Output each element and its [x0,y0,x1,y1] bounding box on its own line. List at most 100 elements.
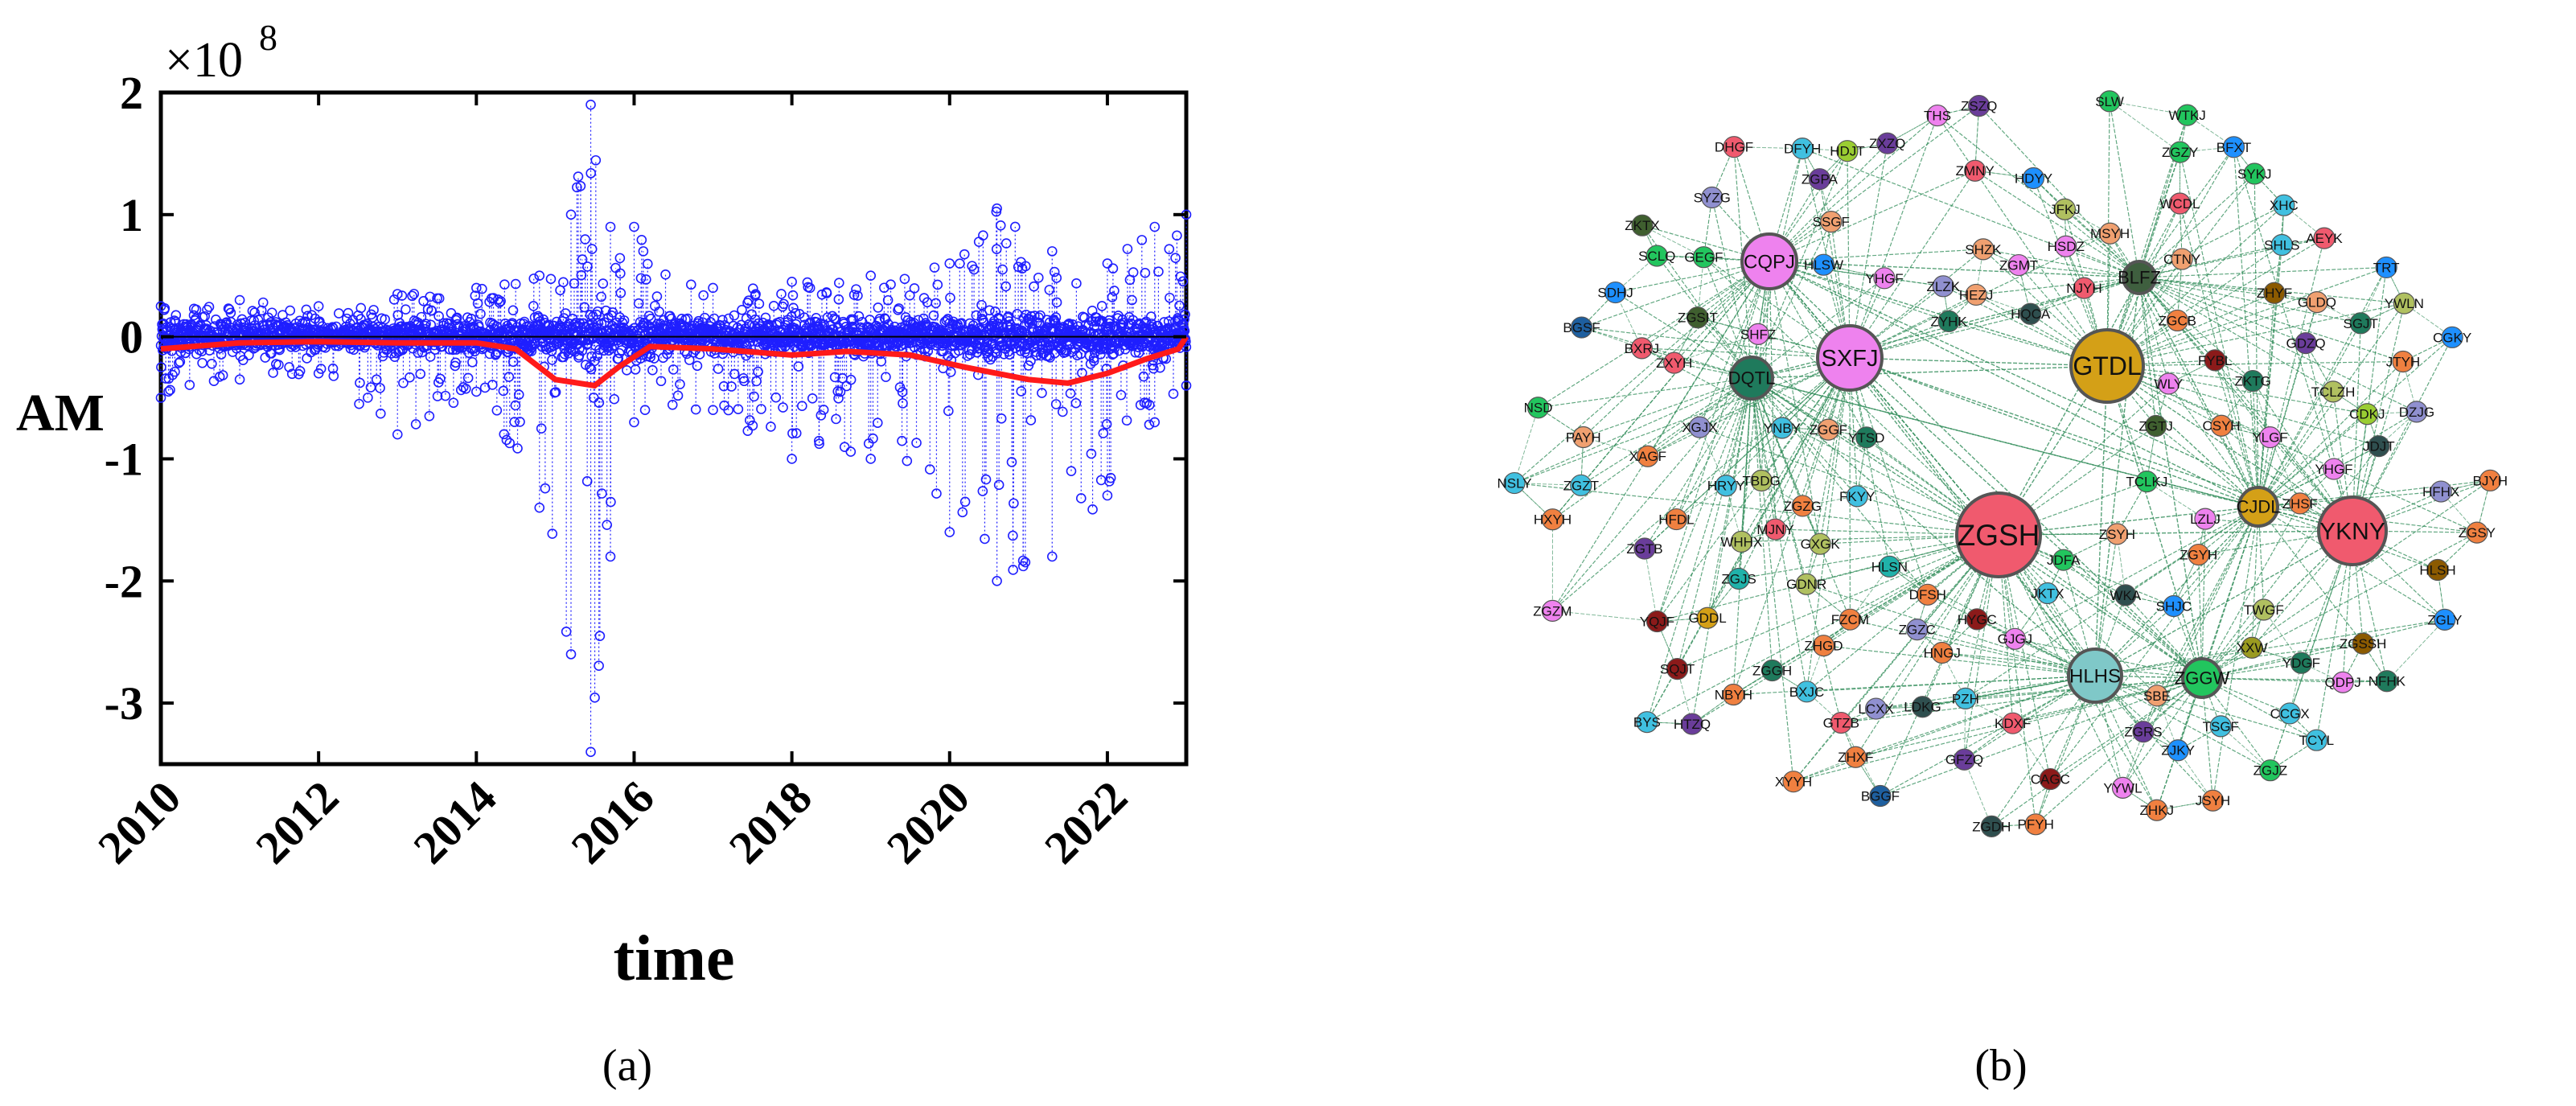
data-point [756,404,766,414]
network-node: DZJG [2399,401,2434,423]
data-point [586,244,598,254]
network-node: ZGTJ [2138,414,2173,438]
data-point [1005,349,1015,360]
data-point [615,268,626,279]
network-edge [2106,146,2235,367]
data-point [165,384,175,396]
data-point [499,279,510,290]
data-point [833,393,844,404]
data-point [853,290,863,301]
node-label: ZGSSH [2340,636,2387,652]
node-circle [2052,549,2075,571]
data-point [1085,359,1096,369]
data-point [171,310,182,321]
network-edge [2035,677,2203,825]
data-point [682,313,693,324]
node-label: GJGJ [1998,631,2032,647]
node-label: HLSH [2419,562,2455,578]
network-edge [1674,333,1759,364]
network-edge [1769,261,2108,367]
network-node: YLGF [2252,426,2288,449]
network-node: FZCM [1831,608,1869,631]
network-edge [1998,534,2175,607]
node-label: BFXT [2217,140,2251,155]
node-label: TCYL [2299,733,2334,748]
network-edge [1769,105,1980,262]
network-node: TWGF [2244,598,2284,621]
node-circle [2098,90,2121,113]
network-edge [2018,264,2140,278]
network-node: CCGX [2270,702,2310,725]
network-edge [2258,293,2275,508]
node-label: YYWL [2103,780,2142,796]
network-edge [1703,197,1713,257]
data-point [945,292,955,303]
network-edge [1707,357,1851,619]
network-edge [2201,446,2380,679]
network-edge [2106,277,2140,367]
data-point [507,305,519,316]
data-point [845,446,857,457]
node-circle [1631,214,1654,236]
network-edge [2094,365,2108,676]
network-edge [1991,675,2096,827]
network-edge [1691,377,1752,725]
data-point [175,356,186,368]
network-node: NFHK [2369,670,2406,693]
panel-label-b: (b) [1974,1041,2027,1091]
network-edge [2138,277,2253,382]
data-point [244,350,254,360]
node-label: ZGJS [1721,571,1756,586]
node-label: GDZQ [2286,336,2325,352]
network-edge [2352,267,2387,532]
data-point [902,455,913,467]
data-point [1017,555,1029,566]
network-node: ZGSSH [2340,632,2387,655]
network-edge [1769,261,1999,536]
node-label: MSYH [2090,226,2130,241]
data-point [398,377,409,389]
network-edge [1514,357,1851,484]
data-point [787,454,797,464]
data-point [592,351,602,361]
network-node: WCDL [2159,192,2200,215]
node-label: BGSF [1563,320,1600,335]
network-edge [1711,197,1752,379]
data-point [1006,457,1017,467]
network-node: HDYY [2015,167,2052,190]
data-point [450,360,461,372]
node-circle [1633,537,1656,560]
data-point [1138,371,1149,382]
network-edge [2352,530,2388,681]
node-label: YHGF [2315,462,2352,477]
network-edge [2138,277,2318,303]
data-point [363,393,373,403]
network-node: YHGF [2315,458,2353,480]
data-point [425,291,435,302]
data-point [376,408,386,419]
data-point [779,298,789,310]
data-point [590,693,600,703]
y-tick-label: -3 [105,677,143,730]
data-point [943,405,954,417]
node-label: HYGC [1958,612,1997,627]
network-edge [1991,677,2203,827]
node-circle [2270,233,2293,257]
node-label: DQTL [1728,368,1776,389]
data-point [432,391,443,401]
network-edge [1850,619,2096,676]
network-node: ZXYH [1656,352,1692,374]
node-label: YTSD [1848,430,1884,446]
node-label: ZKTG [2235,374,2271,389]
data-point [487,380,498,390]
data-point [410,419,421,430]
data-point [594,631,606,641]
data-point [991,244,1002,255]
network-edge [1699,426,1999,536]
data-point [1144,400,1155,410]
data-point [371,374,382,385]
data-point [499,429,510,440]
network-edge [1793,722,1842,782]
node-circle [1869,784,1892,808]
data-point [723,313,734,324]
